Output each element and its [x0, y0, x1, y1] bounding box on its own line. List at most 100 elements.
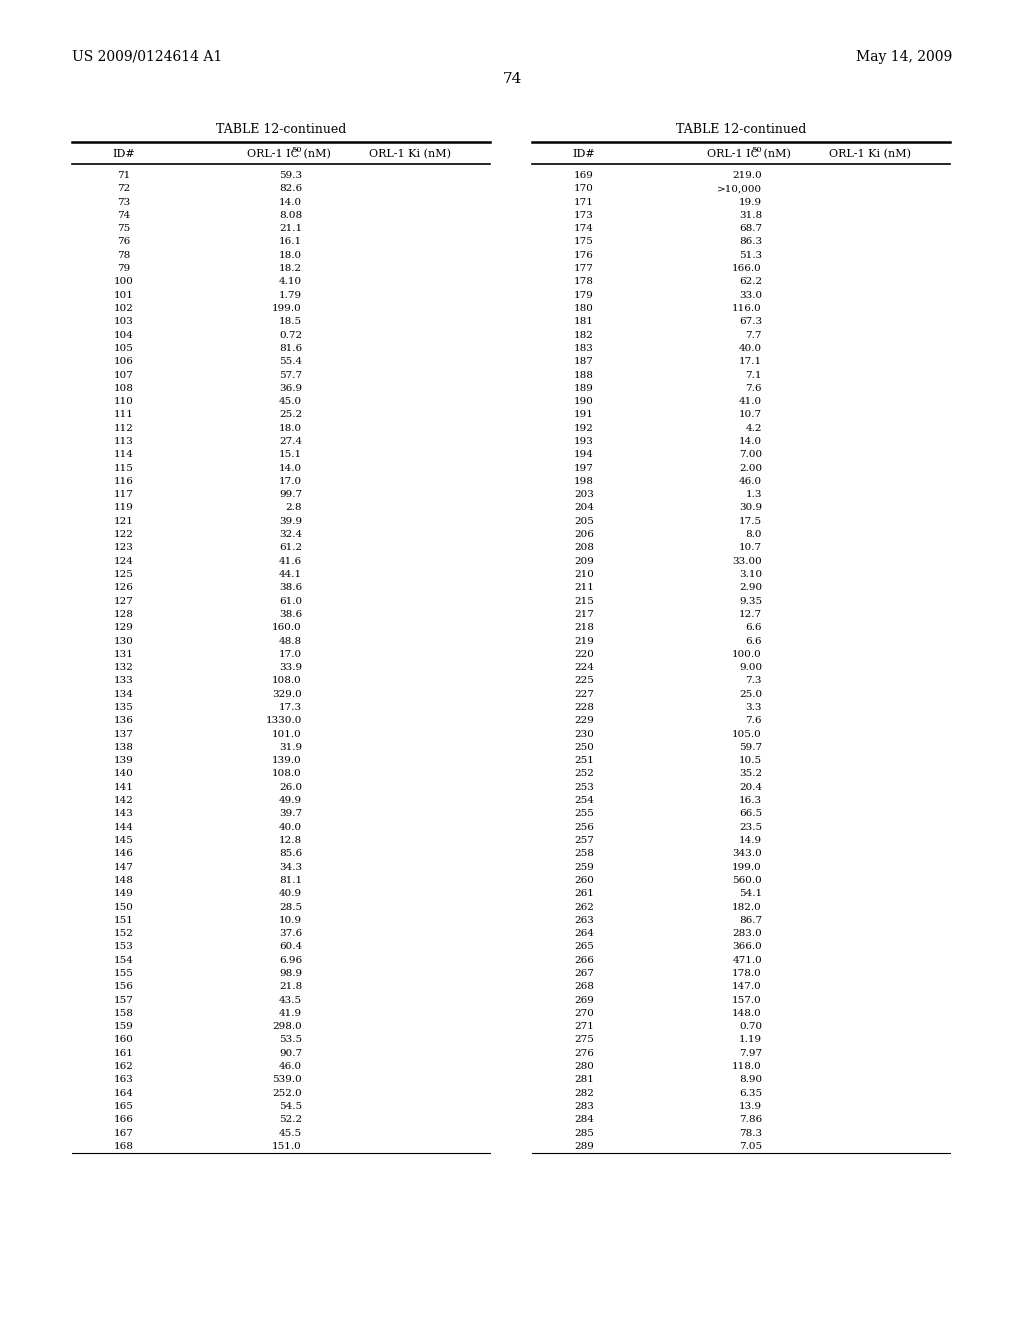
Text: 282: 282	[574, 1089, 594, 1098]
Text: 188: 188	[574, 371, 594, 380]
Text: 38.6: 38.6	[279, 610, 302, 619]
Text: 204: 204	[574, 503, 594, 512]
Text: 343.0: 343.0	[732, 849, 762, 858]
Text: ORL-1 IC: ORL-1 IC	[707, 149, 759, 158]
Text: 255: 255	[574, 809, 594, 818]
Text: ORL-1 Ki (nM): ORL-1 Ki (nM)	[369, 149, 451, 160]
Text: 38.6: 38.6	[279, 583, 302, 593]
Text: 177: 177	[574, 264, 594, 273]
Text: 132: 132	[114, 663, 134, 672]
Text: 217: 217	[574, 610, 594, 619]
Text: 61.2: 61.2	[279, 544, 302, 552]
Text: 260: 260	[574, 876, 594, 884]
Text: 116.0: 116.0	[732, 304, 762, 313]
Text: 162: 162	[114, 1063, 134, 1071]
Text: 81.1: 81.1	[279, 876, 302, 884]
Text: 53.5: 53.5	[279, 1035, 302, 1044]
Text: 117: 117	[114, 490, 134, 499]
Text: 31.8: 31.8	[739, 211, 762, 220]
Text: 160: 160	[114, 1035, 134, 1044]
Text: 179: 179	[574, 290, 594, 300]
Text: 6.6: 6.6	[745, 636, 762, 645]
Text: 50: 50	[291, 147, 302, 154]
Text: 180: 180	[574, 304, 594, 313]
Text: 182.0: 182.0	[732, 903, 762, 912]
Text: 9.00: 9.00	[739, 663, 762, 672]
Text: 33.9: 33.9	[279, 663, 302, 672]
Text: 251: 251	[574, 756, 594, 766]
Text: 1330.0: 1330.0	[265, 717, 302, 725]
Text: 27.4: 27.4	[279, 437, 302, 446]
Text: 32.4: 32.4	[279, 531, 302, 539]
Text: 144: 144	[114, 822, 134, 832]
Text: 86.7: 86.7	[739, 916, 762, 925]
Text: 161: 161	[114, 1049, 134, 1057]
Text: 25.0: 25.0	[739, 689, 762, 698]
Text: 191: 191	[574, 411, 594, 420]
Text: 115: 115	[114, 463, 134, 473]
Text: 157: 157	[114, 995, 134, 1005]
Text: 183: 183	[574, 345, 594, 352]
Text: 10.5: 10.5	[739, 756, 762, 766]
Text: TABLE 12-continued: TABLE 12-continued	[676, 123, 806, 136]
Text: 219.0: 219.0	[732, 172, 762, 180]
Text: 131: 131	[114, 649, 134, 659]
Text: 147: 147	[114, 862, 134, 871]
Text: 1.3: 1.3	[745, 490, 762, 499]
Text: ORL-1 IC: ORL-1 IC	[247, 149, 299, 158]
Text: 7.6: 7.6	[745, 384, 762, 393]
Text: 66.5: 66.5	[739, 809, 762, 818]
Text: 17.1: 17.1	[739, 358, 762, 366]
Text: 137: 137	[114, 730, 134, 739]
Text: 139: 139	[114, 756, 134, 766]
Text: 59.7: 59.7	[739, 743, 762, 752]
Text: 7.3: 7.3	[745, 676, 762, 685]
Text: 68.7: 68.7	[739, 224, 762, 234]
Text: 35.2: 35.2	[739, 770, 762, 779]
Text: >10,000: >10,000	[717, 185, 762, 193]
Text: 208: 208	[574, 544, 594, 552]
Text: 8.90: 8.90	[739, 1076, 762, 1085]
Text: 220: 220	[574, 649, 594, 659]
Text: 126: 126	[114, 583, 134, 593]
Text: 10.9: 10.9	[279, 916, 302, 925]
Text: 203: 203	[574, 490, 594, 499]
Text: 78: 78	[118, 251, 131, 260]
Text: 13.9: 13.9	[739, 1102, 762, 1111]
Text: 155: 155	[114, 969, 134, 978]
Text: 262: 262	[574, 903, 594, 912]
Text: 34.3: 34.3	[279, 862, 302, 871]
Text: 14.9: 14.9	[739, 836, 762, 845]
Text: 227: 227	[574, 689, 594, 698]
Text: ID#: ID#	[572, 149, 595, 158]
Text: 170: 170	[574, 185, 594, 193]
Text: 6.35: 6.35	[739, 1089, 762, 1098]
Text: 67.3: 67.3	[739, 317, 762, 326]
Text: 18.2: 18.2	[279, 264, 302, 273]
Text: 60.4: 60.4	[279, 942, 302, 952]
Text: 230: 230	[574, 730, 594, 739]
Text: 285: 285	[574, 1129, 594, 1138]
Text: 124: 124	[114, 557, 134, 566]
Text: 9.35: 9.35	[739, 597, 762, 606]
Text: 46.0: 46.0	[739, 477, 762, 486]
Text: ORL-1 Ki (nM): ORL-1 Ki (nM)	[829, 149, 911, 160]
Text: 26.0: 26.0	[279, 783, 302, 792]
Text: 119: 119	[114, 503, 134, 512]
Text: 108.0: 108.0	[272, 770, 302, 779]
Text: 284: 284	[574, 1115, 594, 1125]
Text: 133: 133	[114, 676, 134, 685]
Text: 182: 182	[574, 330, 594, 339]
Text: 151.0: 151.0	[272, 1142, 302, 1151]
Text: 46.0: 46.0	[279, 1063, 302, 1071]
Text: 100: 100	[114, 277, 134, 286]
Text: 130: 130	[114, 636, 134, 645]
Text: 39.7: 39.7	[279, 809, 302, 818]
Text: 16.3: 16.3	[739, 796, 762, 805]
Text: 78.3: 78.3	[739, 1129, 762, 1138]
Text: 30.9: 30.9	[739, 503, 762, 512]
Text: 134: 134	[114, 689, 134, 698]
Text: 74: 74	[503, 73, 521, 86]
Text: 228: 228	[574, 704, 594, 711]
Text: 275: 275	[574, 1035, 594, 1044]
